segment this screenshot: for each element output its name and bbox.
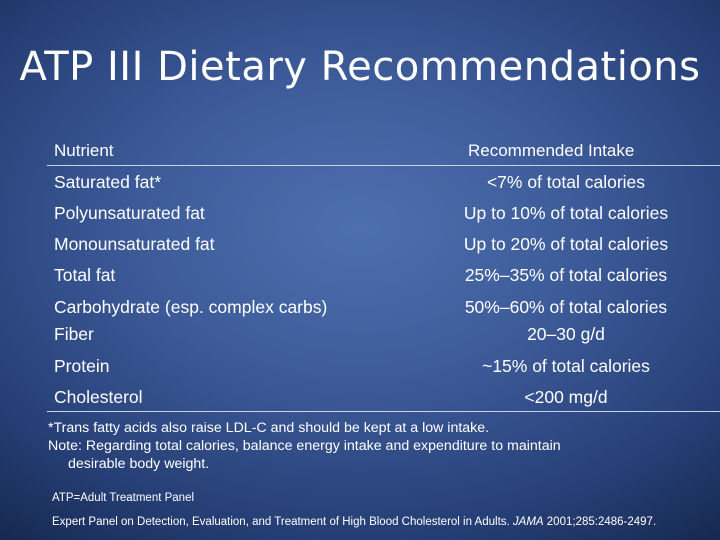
abbreviation-note: ATP=Adult Treatment Panel <box>52 492 195 504</box>
table-bottom-divider <box>47 411 720 412</box>
row-nutrient: Saturated fat* <box>54 172 162 192</box>
row-intake: ~15% of total calories <box>482 356 650 376</box>
header-nutrient: Nutrient <box>54 141 114 160</box>
row-nutrient: Protein <box>54 356 110 376</box>
row-nutrient: Polyunsaturated fat <box>54 203 205 223</box>
row-intake: 20–30 g/d <box>527 324 605 344</box>
row-nutrient: Monounsaturated fat <box>54 234 215 254</box>
row-intake: Up to 20% of total calories <box>463 234 669 254</box>
header-divider <box>47 165 720 166</box>
citation-text: Expert Panel on Detection, Evaluation, a… <box>52 516 513 528</box>
slide-title: ATP III Dietary Recommendations <box>19 44 701 90</box>
footnote-note: Note: Regarding total calories, balance … <box>48 438 561 454</box>
row-intake: Up to 10% of total calories <box>463 203 669 223</box>
row-intake: 25%–35% of total calories <box>464 265 668 285</box>
citation: Expert Panel on Detection, Evaluation, a… <box>52 516 656 528</box>
header-recommended-intake: Recommended Intake <box>468 141 635 160</box>
row-nutrient: Fiber <box>54 324 94 344</box>
row-nutrient: Carbohydrate (esp. complex carbs) <box>54 297 328 317</box>
row-nutrient: Cholesterol <box>54 387 143 407</box>
row-nutrient: Total fat <box>54 265 116 285</box>
footnote-trans-fat: *Trans fatty acids also raise LDL-C and … <box>48 420 490 436</box>
citation-details: 2001;285:2486-2497. <box>543 516 657 528</box>
footnote-note-continued: desirable body weight. <box>68 456 210 472</box>
row-intake: <200 mg/d <box>524 387 608 407</box>
row-intake: <7% of total calories <box>486 172 646 192</box>
row-intake: 50%–60% of total calories <box>464 297 668 317</box>
citation-journal: JAMA <box>512 516 544 528</box>
